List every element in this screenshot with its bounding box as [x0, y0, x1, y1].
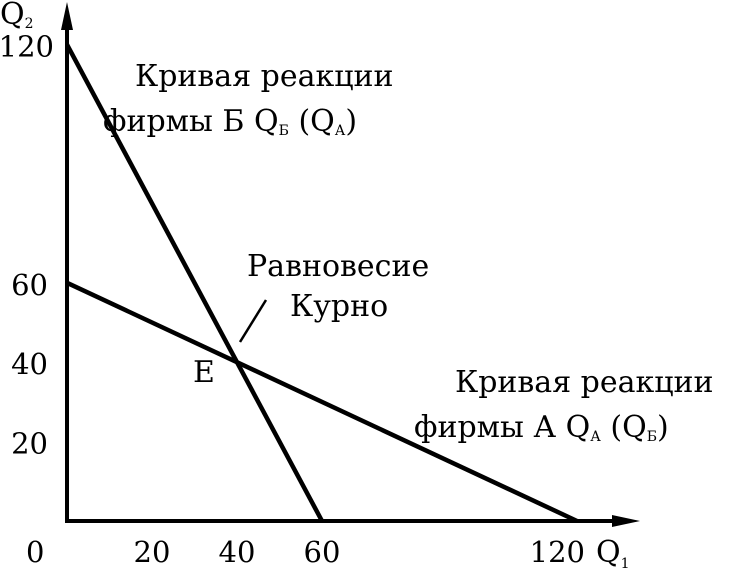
y-axis-arrow: [61, 2, 73, 30]
svg-text:Кривая реакции: Кривая реакции: [455, 365, 714, 400]
y-tick-label: 60: [11, 268, 48, 302]
y-tick-label: 20: [11, 427, 48, 461]
origin-label: 0: [26, 535, 44, 569]
x-tick-label: 60: [304, 535, 341, 569]
x-axis-label: Q1: [596, 535, 630, 572]
svg-text:фирмы А QА (QБ): фирмы А QА (QБ): [414, 410, 669, 445]
equilibrium-label: Равновесие Курно E: [193, 249, 429, 390]
x-tick-label: 40: [219, 535, 256, 569]
svg-text:фирмы Б QБ (QА): фирмы Б QБ (QА): [103, 104, 357, 139]
reaction-curve-a: [66, 280, 578, 524]
y-tick-label: 40: [11, 347, 48, 381]
curve-b-label: Кривая реакции фирмы Б QБ (QА): [103, 59, 394, 139]
x-tick-label: 120: [530, 535, 585, 569]
svg-text:Кривая реакции: Кривая реакции: [135, 59, 394, 94]
svg-text:Равновесие: Равновесие: [247, 249, 429, 284]
reaction-curve-b: [65, 43, 324, 523]
equilibrium-point-label: E: [193, 355, 215, 390]
curve-a-label: Кривая реакции фирмы А QА (QБ): [414, 365, 714, 445]
y-axis-label: Q2: [0, 0, 34, 32]
x-tick-label: 20: [134, 535, 171, 569]
y-tick-label: 120: [0, 30, 54, 64]
axes: [61, 2, 640, 527]
equilibrium-pointer: [238, 299, 268, 343]
x-axis-arrow: [612, 515, 640, 527]
svg-text:Курно: Курно: [290, 289, 388, 324]
